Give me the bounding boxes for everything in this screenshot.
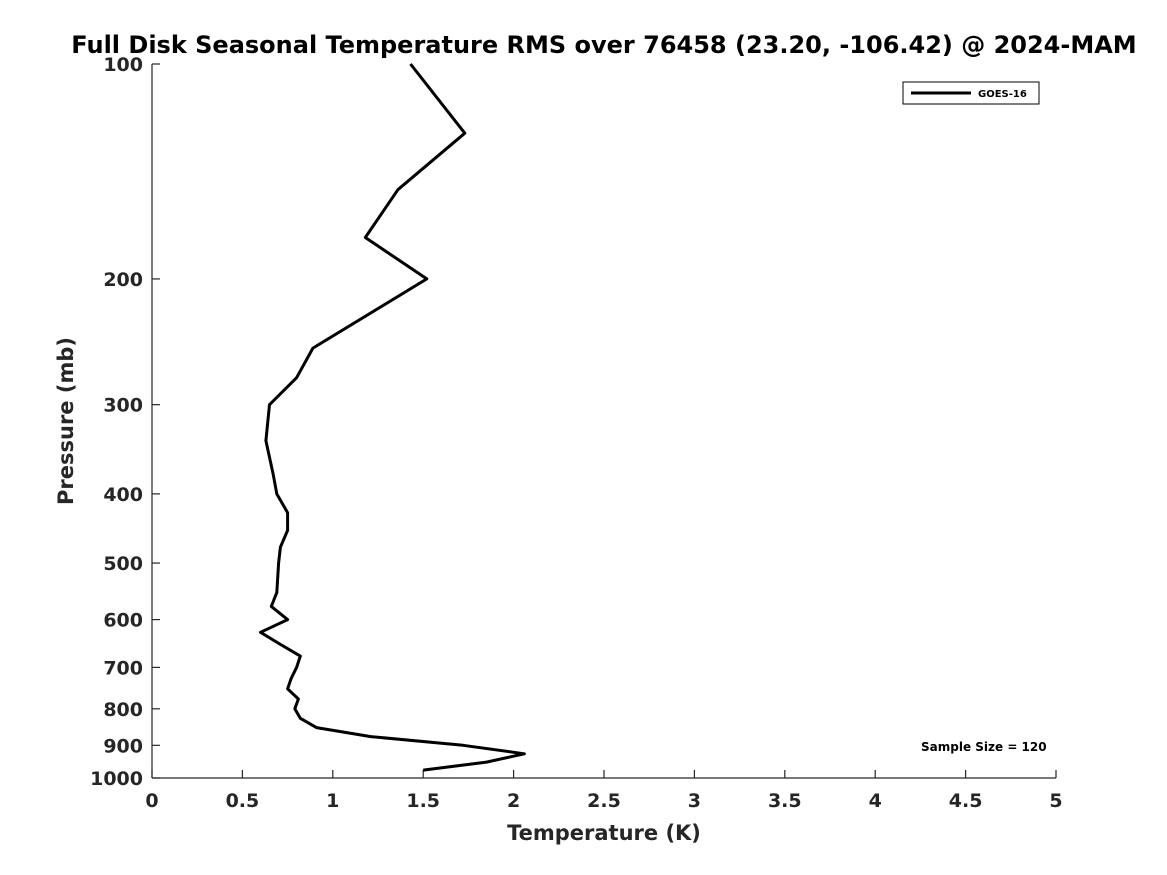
x-tick-label: 2 [507,790,520,812]
x-tick-label: 3 [688,790,701,812]
x-tick-label: 0.5 [226,790,260,812]
y-axis-label: Pressure (mb) [54,337,78,505]
y-tick-label: 700 [103,657,143,679]
x-axis-ticks: 0 0.5 1 1.5 2 2.5 3 3.5 4 4.5 5 [145,770,1063,812]
sample-size-annotation: Sample Size = 120 [921,740,1047,754]
y-tick-label: 500 [103,553,143,575]
y-tick-label: 200 [103,269,143,291]
series-line-goes16 [259,63,526,772]
x-tick-label: 4.5 [949,790,983,812]
y-tick-label: 400 [103,484,143,506]
legend: GOES-16 [902,81,1040,105]
y-tick-label: 900 [103,735,143,757]
y-tick-label: 800 [103,699,143,721]
x-tick-label: 1.5 [406,790,440,812]
y-tick-label: 1000 [90,768,143,790]
y-tick-label: 600 [103,610,143,632]
x-tick-label: 3.5 [768,790,802,812]
chart-title: Full Disk Seasonal Temperature RMS over … [71,31,1136,59]
x-tick-label: 4 [869,790,882,812]
legend-label-goes16: GOES-16 [978,89,1027,100]
x-tick-label: 0 [145,790,158,812]
x-tick-label: 1 [326,790,339,812]
x-tick-label: 5 [1049,790,1062,812]
y-tick-label: 300 [103,395,143,417]
y-tick-label: 100 [103,54,143,76]
y-axis-ticks: 100 200 300 400 500 600 700 800 900 1000 [90,54,160,790]
x-tick-label: 2.5 [587,790,621,812]
x-axis-label: Temperature (K) [507,821,701,845]
